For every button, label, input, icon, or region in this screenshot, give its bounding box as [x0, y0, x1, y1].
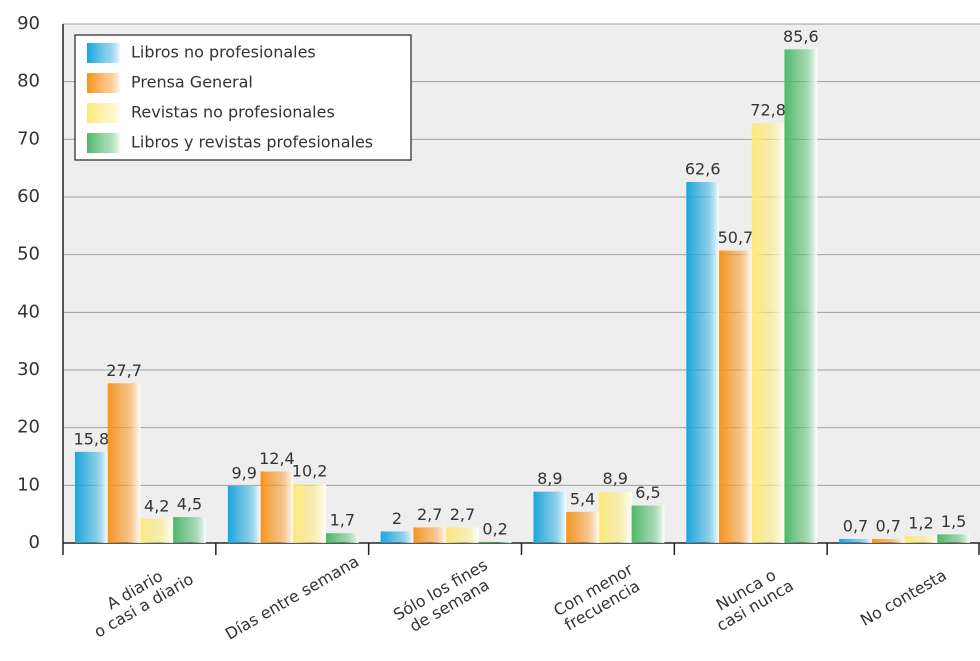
x-tick-line: Días entre semana	[222, 551, 362, 643]
value-label: 1,7	[330, 511, 355, 530]
x-tick-label: Sólo los finesde semana	[390, 555, 500, 640]
value-label: 1,2	[908, 514, 933, 533]
value-label: 2	[392, 509, 402, 528]
bar	[631, 505, 665, 543]
value-label: 8,9	[603, 469, 628, 488]
bar	[446, 527, 479, 543]
y-tick-label: 90	[17, 13, 40, 34]
x-tick-label: Nunca ocasi nunca	[704, 560, 797, 635]
bar	[325, 533, 359, 543]
y-tick-label: 30	[17, 359, 40, 380]
bar	[413, 527, 447, 543]
bar	[904, 536, 938, 543]
value-label: 2,7	[417, 505, 442, 524]
legend-swatch	[87, 43, 121, 63]
value-label: 72,8	[750, 101, 786, 120]
legend-label: Libros y revistas profesionales	[131, 133, 373, 152]
bar	[173, 517, 206, 543]
value-label: 12,4	[259, 449, 295, 468]
x-tick-label: Con menorfrecuencia	[550, 559, 645, 635]
legend-label: Prensa General	[131, 73, 253, 92]
value-label: 9,9	[231, 463, 256, 482]
x-tick-line: No contesta	[857, 565, 950, 630]
legend-swatch	[87, 73, 121, 93]
y-tick-label: 80	[17, 71, 40, 92]
legend-label: Libros no profesionales	[131, 43, 316, 62]
bar	[566, 511, 599, 543]
x-tick-label: No contesta	[857, 565, 950, 630]
bar	[140, 518, 174, 543]
bar	[839, 538, 872, 543]
bar	[719, 250, 752, 543]
value-label: 15,8	[74, 429, 110, 448]
y-tick-label: 0	[29, 532, 40, 553]
y-tick-label: 70	[17, 128, 40, 149]
value-label: 50,7	[718, 228, 754, 247]
value-label: 8,9	[537, 469, 562, 488]
y-tick-label: 60	[17, 186, 40, 207]
legend-swatch	[87, 103, 121, 123]
y-tick-label: 20	[17, 417, 40, 438]
bar	[533, 491, 567, 543]
bar	[784, 49, 818, 544]
value-label: 10,2	[292, 462, 328, 481]
bar	[75, 451, 108, 543]
value-label: 0,7	[876, 516, 901, 535]
bar	[598, 491, 632, 543]
bar	[227, 485, 261, 543]
value-label: 1,5	[941, 512, 966, 531]
x-tick-label: A diarioo casi a diario	[81, 553, 196, 641]
bar	[871, 538, 905, 543]
value-label: 5,4	[570, 489, 595, 508]
y-tick-label: 40	[17, 301, 40, 322]
legend-box	[74, 34, 412, 161]
bar	[751, 123, 785, 543]
y-tick-label: 50	[17, 244, 40, 265]
value-label: 0,7	[843, 516, 868, 535]
value-label: 85,6	[783, 27, 819, 46]
bar	[478, 541, 512, 543]
value-label: 2,7	[450, 505, 475, 524]
value-label: 6,5	[635, 483, 660, 502]
value-label: 27,7	[106, 361, 142, 380]
x-tick-label: Días entre semana	[222, 551, 362, 643]
value-label: 62,6	[685, 160, 721, 179]
bar	[686, 182, 720, 544]
bar	[937, 534, 970, 543]
bar	[260, 471, 294, 543]
bar	[107, 383, 141, 543]
value-label: 0,2	[482, 519, 507, 538]
bar	[293, 484, 326, 543]
value-label: 4,5	[177, 495, 202, 514]
y-tick-label: 10	[17, 474, 40, 495]
legend-label: Revistas no profesionales	[131, 103, 335, 122]
legend-swatch	[87, 133, 121, 153]
value-label: 4,2	[144, 496, 169, 515]
bar	[380, 531, 414, 543]
